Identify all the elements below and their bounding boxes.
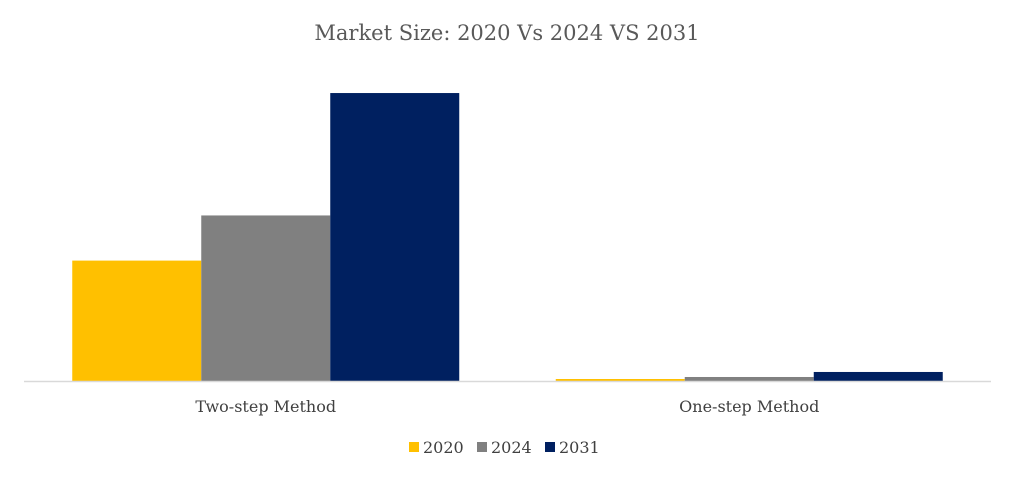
legend-swatch-2020 xyxy=(409,442,419,452)
legend-swatch-2031 xyxy=(545,442,555,452)
bars-group xyxy=(72,93,943,381)
bar-2031-one-step xyxy=(813,371,943,381)
bar-2020-two-step xyxy=(72,260,202,381)
category-label: Two-step Method xyxy=(195,397,336,416)
bar-2020-one-step xyxy=(555,378,685,381)
legend-label-2024: 2024 xyxy=(491,438,532,457)
legend-label-2020: 2020 xyxy=(423,438,464,457)
category-label: One-step Method xyxy=(679,397,819,416)
category-labels: Two-step Method One-step Method xyxy=(195,397,819,416)
bar-2031-two-step xyxy=(330,93,460,381)
chart-title: Market Size: 2020 Vs 2024 VS 2031 xyxy=(314,21,699,45)
legend: 2020 2024 2031 xyxy=(409,438,600,457)
legend-label-2031: 2031 xyxy=(559,438,600,457)
legend-swatch-2024 xyxy=(477,442,487,452)
bar-2024-one-step xyxy=(684,376,814,381)
bar-2024-two-step xyxy=(201,215,331,381)
